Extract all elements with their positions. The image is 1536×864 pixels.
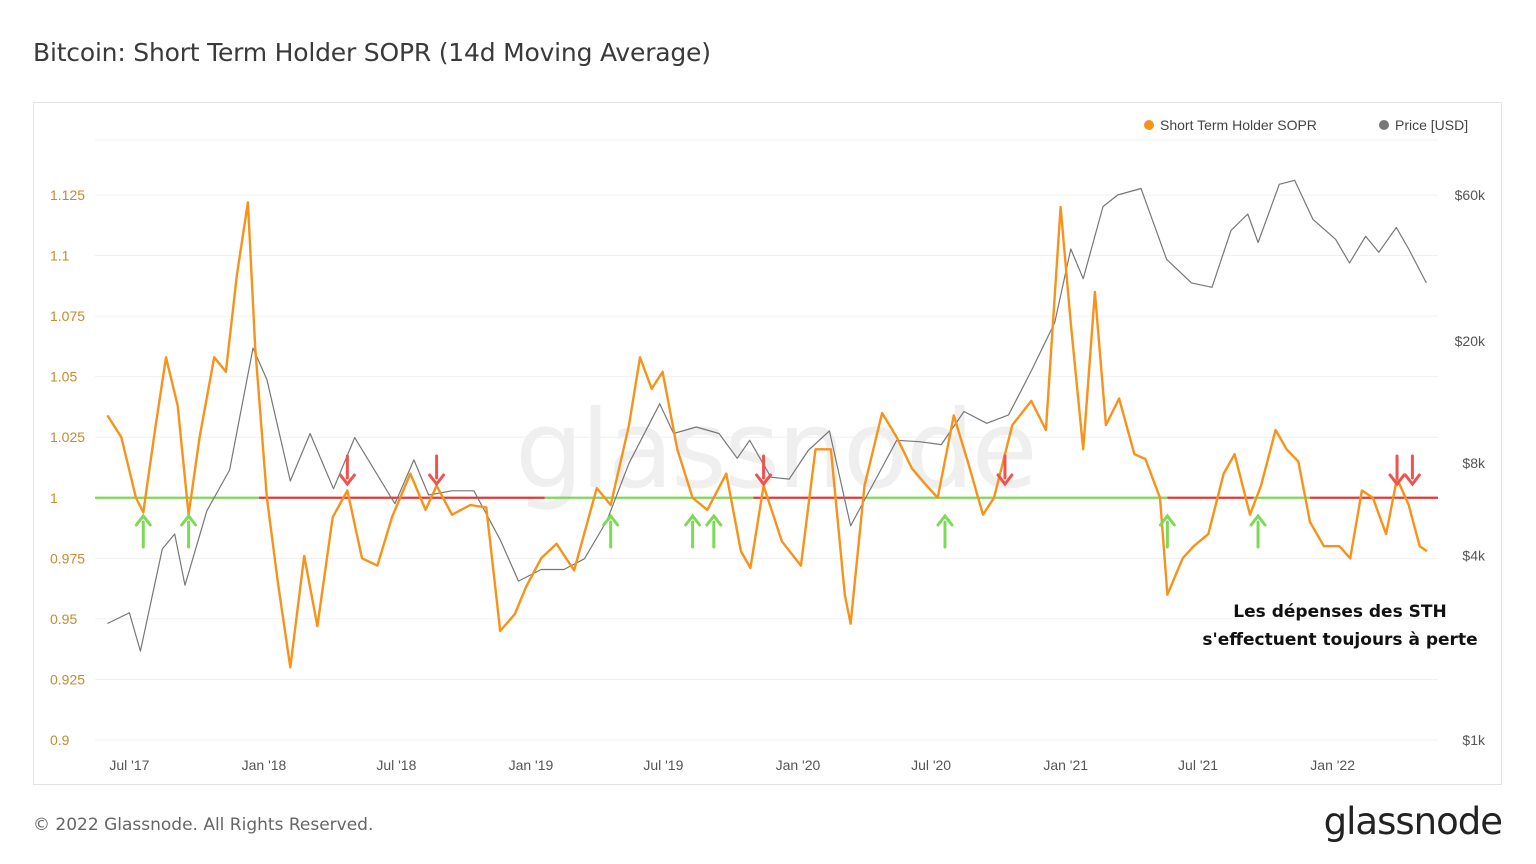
y-left-tick-label: 0.95 <box>50 611 77 627</box>
legend-item-sopr[interactable]: Short Term Holder SOPR <box>1144 117 1317 133</box>
annotation-line-2: s'effectuent toujours à perte <box>1202 630 1478 650</box>
y-right-tick-label: $60k <box>1455 187 1486 203</box>
y-left-tick-label: 1.05 <box>50 369 77 385</box>
down-arrow-icon <box>996 454 1014 487</box>
x-tick-label: Jul '21 <box>1178 757 1218 773</box>
down-arrow-icon <box>338 454 356 487</box>
x-tick-label: Jan '20 <box>776 757 821 773</box>
up-arrow-icon <box>180 513 198 549</box>
down-arrow-icon <box>755 454 773 487</box>
x-tick-label: Jan '21 <box>1043 757 1088 773</box>
legend-item-price[interactable]: Price [USD] <box>1379 117 1468 133</box>
down-arrow-icon <box>1388 454 1406 487</box>
y-left-tick-label: 0.975 <box>50 550 85 566</box>
y-right-tick-label: $20k <box>1455 333 1486 349</box>
brand-logo: glassnode <box>1323 800 1503 843</box>
x-tick-label: Jul '17 <box>109 757 149 773</box>
x-tick-label: Jul '19 <box>643 757 683 773</box>
x-tick-label: Jan '18 <box>242 757 287 773</box>
up-arrow-icon <box>705 513 723 549</box>
up-arrow-icon <box>602 513 620 549</box>
up-arrow-icon <box>1158 513 1176 549</box>
chart-annotation: Les dépenses des STH s'effectuent toujou… <box>1190 598 1490 654</box>
x-tick-label: Jan '22 <box>1310 757 1355 773</box>
y-left-tick-label: 1.1 <box>50 248 70 264</box>
annotation-line-1: Les dépenses des STH <box>1233 602 1447 622</box>
price-series-line <box>107 179 1427 652</box>
up-arrow-icon <box>936 513 954 549</box>
legend-sopr-label: Short Term Holder SOPR <box>1160 117 1317 133</box>
up-arrow-icon <box>684 513 702 549</box>
y-left-tick-label: 1 <box>50 490 58 506</box>
y-right-tick-label: $4k <box>1462 547 1486 563</box>
chart-frame <box>33 102 1502 785</box>
x-tick-label: Jul '20 <box>911 757 951 773</box>
x-tick-label: Jul '18 <box>376 757 416 773</box>
sopr-series-line <box>106 201 1428 669</box>
y-left-tick-label: 1.075 <box>50 308 85 324</box>
y-left-tick-label: 1.125 <box>50 187 85 203</box>
y-left-tick-label: 1.025 <box>50 429 85 445</box>
chart-title: Bitcoin: Short Term Holder SOPR (14d Mov… <box>33 38 711 67</box>
y-right-tick-label: $8k <box>1462 455 1486 471</box>
watermark-logo: glassnode <box>515 388 1038 513</box>
copyright-text: © 2022 Glassnode. All Rights Reserved. <box>33 815 374 835</box>
legend-sopr-dot <box>1144 120 1154 130</box>
down-arrow-icon <box>1403 454 1421 487</box>
legend-price-label: Price [USD] <box>1395 117 1469 133</box>
y-right-tick-label: $1k <box>1462 732 1486 748</box>
x-tick-label: Jan '19 <box>509 757 554 773</box>
y-left-tick-label: 0.925 <box>50 671 85 687</box>
up-arrow-icon <box>134 513 152 549</box>
down-arrow-icon <box>428 454 446 487</box>
up-arrow-icon <box>1249 513 1267 549</box>
y-left-tick-label: 0.9 <box>50 732 70 748</box>
legend-price-dot <box>1379 120 1389 130</box>
